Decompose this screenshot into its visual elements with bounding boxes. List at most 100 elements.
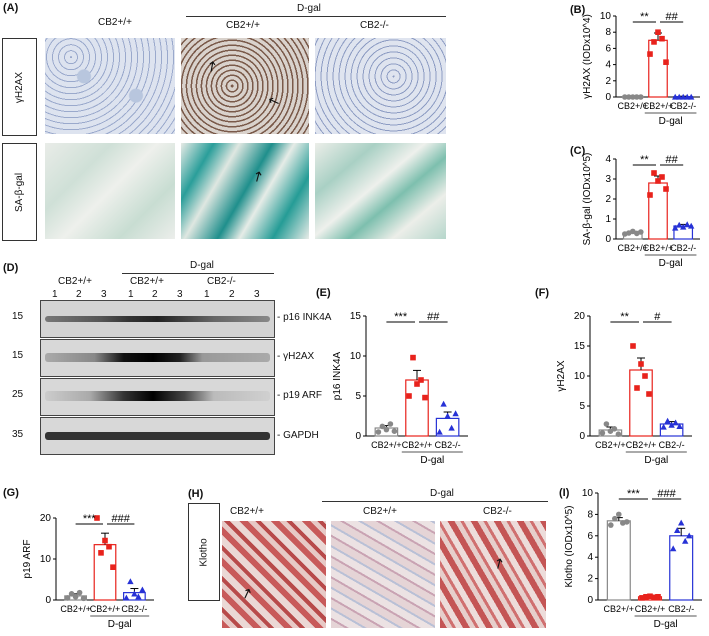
data-point (410, 354, 416, 361)
data-point (131, 590, 138, 597)
y-tick-label: 0 (579, 431, 585, 442)
data-point (94, 515, 100, 521)
micrograph-a-control-yh2ax (45, 38, 175, 134)
y-tick-label: 2 (605, 194, 611, 205)
x-tick-label: CB2-/- (670, 243, 696, 253)
data-point (651, 594, 657, 601)
bar (673, 225, 694, 240)
data-point (611, 426, 618, 432)
y-tick-label: 5 (355, 391, 361, 402)
data-point (634, 385, 640, 391)
data-point (638, 361, 644, 367)
data-point (646, 391, 652, 397)
y-tick-label: 20 (574, 311, 586, 322)
data-point (102, 537, 108, 544)
blot-gapdh (40, 417, 275, 455)
lane-number: 1 (204, 289, 210, 300)
significance-label: ** (640, 154, 649, 166)
y-tick-label: 2 (605, 76, 611, 87)
band-p16 (45, 316, 270, 322)
data-point (387, 421, 394, 427)
data-point (651, 39, 657, 45)
data-point (634, 230, 640, 237)
significance-label: *** (627, 488, 641, 500)
data-point (599, 430, 606, 436)
mw-marker: 25 (12, 389, 24, 400)
band-label-gapdh: - GAPDH (277, 430, 319, 441)
group-label: D-gal (108, 619, 132, 630)
group-label: D-gal (654, 619, 678, 630)
data-point (659, 35, 665, 42)
lane-number: 2 (229, 289, 235, 300)
data-point (676, 423, 683, 429)
panel-label-d: (D) (3, 262, 19, 274)
significance-label: ### (657, 488, 676, 500)
mw-marker: 15 (12, 350, 24, 361)
band-label-p19: - p19 ARF (277, 390, 323, 401)
panel-label-f: (F) (535, 287, 550, 299)
y-tick-label: 10 (600, 11, 612, 22)
data-point (639, 595, 645, 601)
panel-label-i: (I) (559, 487, 570, 499)
bar (659, 423, 684, 437)
group-label: D-gal (659, 116, 683, 127)
data-point (678, 519, 685, 526)
panel-h-col1-header: CB2+/+ (230, 506, 264, 517)
y-tick-label: 15 (350, 311, 362, 322)
micrograph-a-ko-sabgal (315, 143, 446, 239)
panel-h-row-label: Klotho (188, 503, 220, 601)
data-point (642, 373, 648, 379)
bar (637, 596, 663, 601)
y-tick-label: 0 (605, 234, 611, 245)
data-point (686, 532, 693, 539)
data-point (663, 186, 669, 192)
x-tick-label: CB2+/+ (371, 440, 402, 450)
y-axis-label: Klotho (IODx10^5) (564, 506, 575, 588)
data-point (643, 593, 649, 600)
data-point (452, 410, 459, 417)
bar (435, 417, 460, 437)
bar (405, 379, 429, 437)
data-point (668, 421, 675, 428)
data-point (418, 377, 424, 383)
data-point (655, 593, 661, 600)
significance-label: ** (640, 11, 649, 23)
data-point (638, 229, 644, 235)
panel-label-e: (E) (316, 287, 331, 299)
x-tick-label: CB2+/+ (618, 101, 649, 111)
bar (629, 369, 653, 437)
data-point (448, 424, 455, 431)
data-point (608, 522, 614, 528)
significance-label: ## (427, 311, 440, 323)
data-point (110, 564, 116, 570)
data-point (80, 595, 87, 602)
y-axis-label: p16 INK4A (332, 351, 343, 400)
data-point (680, 223, 687, 230)
data-point (672, 224, 679, 231)
y-tick-label: 8 (605, 27, 611, 38)
x-tick-label: CB2-/- (670, 101, 696, 111)
data-point (659, 174, 665, 180)
micrograph-a-dgal-yh2ax (181, 38, 309, 134)
micrograph-h-ko-klotho (440, 521, 546, 628)
panel-d-group1-label: CB2+/+ (58, 276, 92, 287)
data-point (630, 94, 636, 100)
data-point (688, 222, 695, 229)
bar (606, 520, 631, 601)
x-tick-label: CB2+/+ (643, 243, 674, 253)
y-axis-label: p19 ARF (22, 540, 33, 579)
y-tick-label: 2 (587, 574, 593, 585)
x-tick-label: CB2+/+ (626, 440, 657, 450)
panel-label-c: (C) (570, 145, 586, 157)
data-point (682, 537, 689, 544)
y-tick-label: 4 (605, 154, 611, 165)
x-tick-label: CB2-/- (121, 604, 147, 614)
y-axis-label-text: γH2AX (556, 360, 567, 391)
band-gapdh (45, 432, 270, 440)
data-point (647, 593, 653, 600)
x-tick-label: CB2+/+ (90, 604, 121, 614)
data-point (444, 412, 451, 419)
x-tick-label: CB2+/+ (618, 243, 649, 253)
panel-d-group3-label: CB2-/- (207, 276, 236, 287)
blot-p19 (40, 378, 275, 416)
